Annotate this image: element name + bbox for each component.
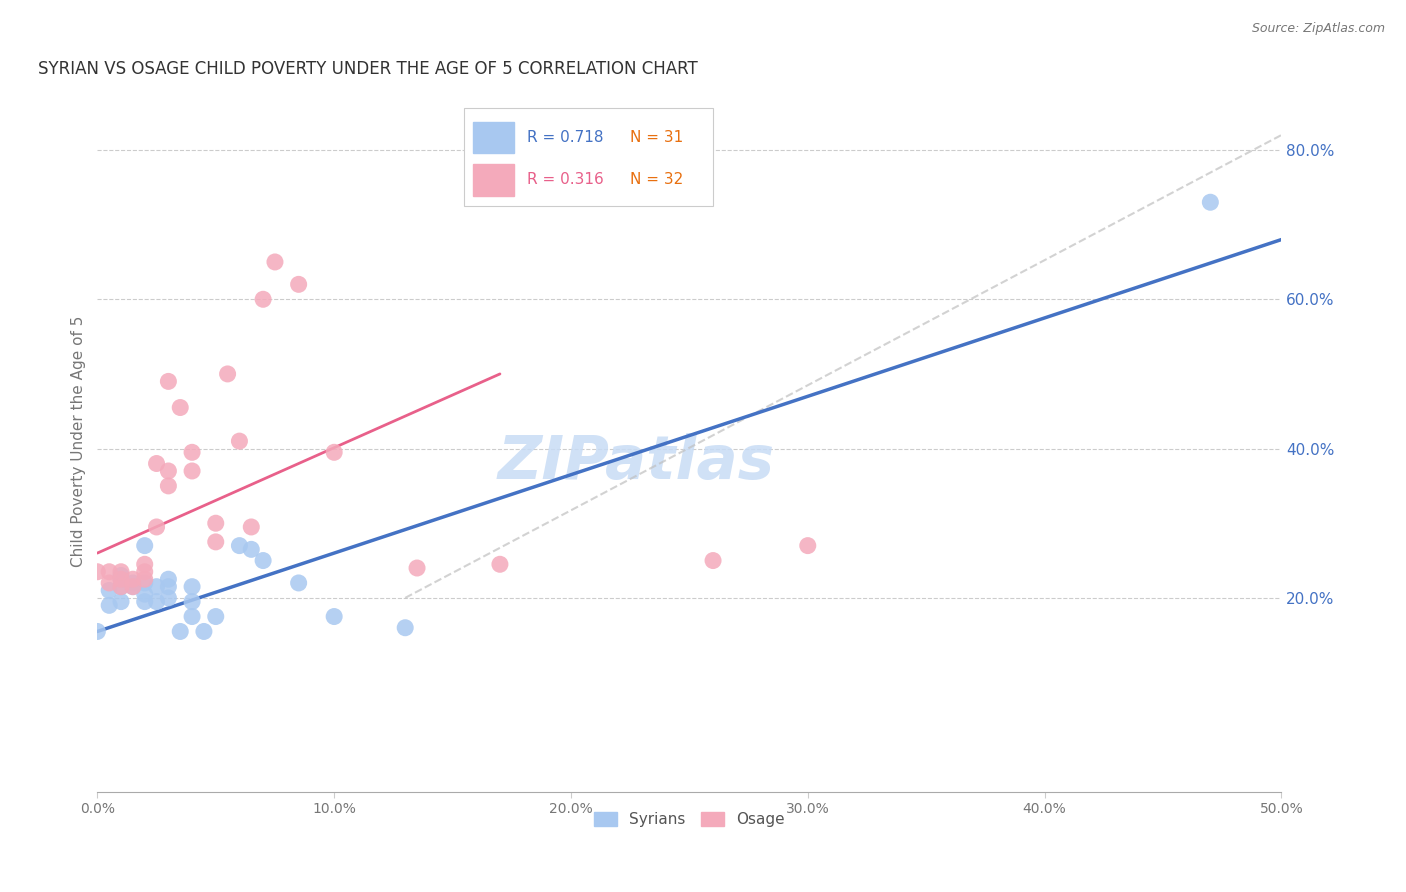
Point: [240, 542, 263, 557]
Text: Source: ZipAtlas.com: Source: ZipAtlas.com: [1251, 22, 1385, 36]
Point: [134, 565, 156, 579]
Point: [240, 520, 263, 534]
Text: R = 0.718: R = 0.718: [527, 129, 603, 145]
Point: [489, 558, 512, 572]
Point: [134, 572, 156, 586]
Point: [122, 576, 145, 591]
Point: [797, 539, 820, 553]
Point: [181, 594, 204, 608]
Bar: [472, 122, 515, 153]
Point: [287, 277, 309, 292]
Point: [406, 561, 429, 575]
Point: [110, 572, 132, 586]
Point: [157, 580, 180, 594]
Point: [228, 539, 250, 553]
FancyBboxPatch shape: [464, 108, 713, 206]
Point: [169, 401, 191, 415]
Point: [702, 553, 724, 567]
Point: [323, 445, 346, 459]
Point: [169, 624, 191, 639]
Point: [1199, 195, 1222, 210]
Point: [86, 565, 108, 579]
Point: [86, 624, 108, 639]
Point: [145, 594, 167, 608]
Text: N = 31: N = 31: [630, 129, 683, 145]
Point: [145, 457, 167, 471]
Point: [193, 624, 215, 639]
Point: [134, 576, 156, 591]
Point: [181, 464, 204, 478]
Text: ZIPatlas: ZIPatlas: [498, 433, 775, 491]
Point: [157, 479, 180, 493]
Text: SYRIAN VS OSAGE CHILD POVERTY UNDER THE AGE OF 5 CORRELATION CHART: SYRIAN VS OSAGE CHILD POVERTY UNDER THE …: [38, 60, 697, 78]
Point: [122, 580, 145, 594]
Point: [98, 565, 121, 579]
Point: [204, 609, 226, 624]
Legend: Syrians, Osage: Syrians, Osage: [588, 806, 790, 833]
Point: [98, 599, 121, 613]
Point: [157, 591, 180, 605]
Text: R = 0.316: R = 0.316: [527, 172, 605, 187]
Text: N = 32: N = 32: [630, 172, 683, 187]
Point: [181, 445, 204, 459]
Point: [134, 558, 156, 572]
Point: [157, 464, 180, 478]
Point: [110, 580, 132, 594]
Point: [287, 576, 309, 591]
Point: [394, 621, 416, 635]
Point: [134, 594, 156, 608]
Point: [110, 572, 132, 586]
Point: [157, 375, 180, 389]
Point: [110, 580, 132, 594]
Point: [98, 576, 121, 591]
Point: [228, 434, 250, 449]
Point: [181, 580, 204, 594]
Point: [110, 568, 132, 582]
Point: [134, 587, 156, 601]
Point: [217, 367, 239, 381]
Point: [134, 539, 156, 553]
Point: [181, 609, 204, 624]
Point: [252, 553, 274, 567]
Point: [204, 516, 226, 531]
Point: [204, 534, 226, 549]
Point: [145, 580, 167, 594]
Y-axis label: Child Poverty Under the Age of 5: Child Poverty Under the Age of 5: [72, 316, 86, 566]
Point: [122, 580, 145, 594]
Point: [264, 255, 287, 269]
Point: [157, 572, 180, 586]
Point: [98, 583, 121, 598]
Point: [110, 594, 132, 608]
Point: [323, 609, 346, 624]
Point: [145, 520, 167, 534]
Point: [252, 293, 274, 307]
Bar: [472, 164, 515, 195]
Point: [122, 572, 145, 586]
Point: [110, 565, 132, 579]
